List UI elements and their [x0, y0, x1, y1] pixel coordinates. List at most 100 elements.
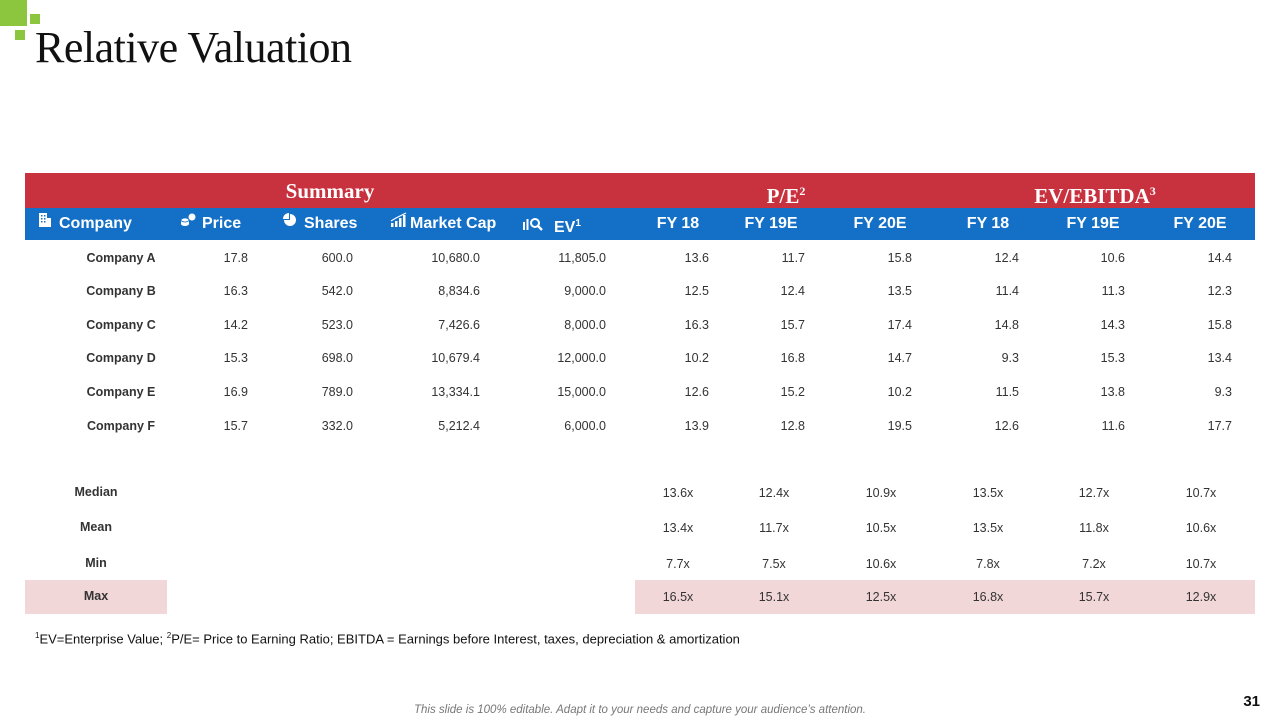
- cell-ev-ebitda-fy19e: 11.3: [1101, 284, 1125, 298]
- cell-ev: 11,805.0: [558, 251, 606, 265]
- cell-price: 16.3: [223, 284, 248, 298]
- table-row: Company B 16.3 542.0 8,834.6 9,000.0 12.5 12.4…: [25, 275, 1255, 308]
- stat-value: 11.8x: [1079, 521, 1109, 535]
- cell-pe-fy18: 12.5: [684, 284, 709, 298]
- cell-pe-fy20e: 17.4: [887, 318, 912, 332]
- cell-pe-fy20e: 19.5: [887, 419, 912, 433]
- corner-decoration: [30, 14, 40, 24]
- corner-decoration: [15, 30, 25, 40]
- group-header-pe: P/E2: [766, 184, 806, 208]
- stat-value: 7.8x: [976, 557, 1000, 571]
- cell-pe-fy20e: 15.8: [887, 251, 912, 265]
- stat-value: 10.7x: [1185, 557, 1217, 571]
- footnote: 1EV=Enterprise Value; 2P/E= Price to Ear…: [35, 631, 740, 647]
- page-title: Relative Valuation: [35, 23, 352, 72]
- cell-ev: 8,000.0: [564, 318, 606, 332]
- stat-value: 13.5x: [972, 486, 1004, 500]
- cell-pe-fy20e: 14.7: [887, 351, 912, 365]
- stat-value: 12.9x: [1185, 590, 1217, 604]
- max-row-highlight: [635, 580, 1255, 614]
- col-header-ev: EV1: [522, 208, 581, 244]
- cell-shares: 332.0: [321, 419, 353, 433]
- cell-ev-ebitda-fy19e: 11.6: [1101, 419, 1125, 433]
- coins-icon: [180, 208, 196, 240]
- stat-value: 7.5x: [762, 557, 786, 571]
- cell-ev: 6,000.0: [564, 419, 606, 433]
- cell-ev-ebitda-fy19e: 14.3: [1100, 318, 1125, 332]
- cell-pe-fy18: 13.9: [684, 419, 709, 433]
- cell-price: 14.2: [223, 318, 248, 332]
- cell-ev-ebitda-fy20e: 14.4: [1207, 251, 1232, 265]
- cell-shares: 789.0: [321, 385, 353, 399]
- cell-ev: 9,000.0: [564, 284, 606, 298]
- stat-value: 10.5x: [865, 521, 897, 535]
- cell-ev: 12,000.0: [557, 351, 606, 365]
- cell-pe-fy19e: 15.7: [780, 318, 805, 332]
- table-row: Company A 17.8 600.0 10,680.0 11,805.0 13.6 11…: [25, 242, 1255, 275]
- cell-shares: 523.0: [321, 318, 353, 332]
- col-header-pe-fy20e: FY 20E: [853, 215, 907, 232]
- cell-pe-fy18: 16.3: [684, 318, 709, 332]
- cell-ev-ebitda-fy19e: 10.6: [1100, 251, 1125, 265]
- stat-value: 16.8x: [972, 590, 1004, 604]
- cell-market-cap: 10,680.0: [431, 251, 480, 265]
- cell-ev-ebitda-fy20e: 12.3: [1207, 284, 1232, 298]
- cell-pe-fy19e: 15.2: [780, 385, 805, 399]
- cell-price: 15.7: [223, 419, 248, 433]
- cell-pe-fy20e: 10.2: [887, 385, 912, 399]
- stat-label-max: Max: [83, 589, 109, 603]
- table-row: Company D 15.3 698.0 10,679.4 12,000.0 10.2 16…: [25, 342, 1255, 375]
- cell-market-cap: 5,212.4: [438, 419, 480, 433]
- table-row: Company F 15.7 332.0 5,212.4 6,000.0 13.9 12.8…: [25, 410, 1255, 443]
- stat-value: 13.4x: [662, 521, 694, 535]
- corner-decoration: [0, 0, 27, 26]
- cell-pe-fy19e: 11.7: [781, 251, 805, 265]
- cell-ev-ebitda-fy18: 9.3: [1001, 351, 1019, 365]
- stat-value: 15.7x: [1078, 590, 1110, 604]
- stat-value: 12.4x: [758, 486, 790, 500]
- stat-value: 7.7x: [666, 557, 690, 571]
- growth-chart-icon: [390, 208, 408, 240]
- cell-company: Company D: [86, 351, 156, 365]
- page-number: 31: [1243, 693, 1260, 710]
- cell-ev-ebitda-fy18: 12.6: [994, 419, 1019, 433]
- col-header-ev-fy18: FY 18: [966, 215, 1010, 232]
- pie-chart-icon: [282, 208, 298, 240]
- cell-market-cap: 8,834.6: [438, 284, 480, 298]
- cell-market-cap: 7,426.6: [438, 318, 480, 332]
- cell-ev-ebitda-fy18: 11.5: [995, 385, 1019, 399]
- stat-value: 11.7x: [759, 521, 789, 535]
- cell-pe-fy18: 13.6: [684, 251, 709, 265]
- cell-ev-ebitda-fy20e: 13.4: [1207, 351, 1232, 365]
- stat-value: 12.5x: [865, 590, 897, 604]
- stat-label-min: Min: [85, 556, 107, 570]
- table-row: Company C 14.2 523.0 7,426.6 8,000.0 16.3 15.7…: [25, 309, 1255, 342]
- cell-company: Company B: [86, 284, 156, 298]
- stat-value: 15.1x: [758, 590, 790, 604]
- cell-ev-ebitda-fy20e: 17.7: [1207, 419, 1232, 433]
- cell-pe-fy19e: 12.8: [780, 419, 805, 433]
- cell-shares: 600.0: [321, 251, 353, 265]
- group-header-summary: Summary: [285, 179, 375, 203]
- col-header-pe-fy18: FY 18: [656, 215, 700, 232]
- stat-label-median: Median: [74, 485, 118, 499]
- cell-ev-ebitda-fy18: 14.8: [994, 318, 1019, 332]
- col-header-market-cap: Market Cap: [390, 208, 496, 240]
- cell-price: 17.8: [223, 251, 248, 265]
- cell-ev-ebitda-fy18: 12.4: [994, 251, 1019, 265]
- col-header-shares: Shares: [282, 208, 357, 240]
- cell-ev: 15,000.0: [557, 385, 606, 399]
- col-header-company: Company: [37, 208, 132, 240]
- stat-value: 10.6x: [865, 557, 897, 571]
- cell-ev-ebitda-fy18: 11.4: [995, 284, 1019, 298]
- group-header-ev-ebitda: EV/EBITDA3: [1034, 184, 1156, 208]
- max-row-highlight: [25, 580, 167, 614]
- cell-company: Company A: [86, 251, 156, 265]
- bar-search-icon: [522, 212, 544, 244]
- col-header-pe-fy19e: FY 19E: [744, 215, 798, 232]
- col-header-ev-fy19e: FY 19E: [1066, 215, 1120, 232]
- stat-label-mean: Mean: [80, 520, 112, 534]
- stat-value: 12.7x: [1078, 486, 1110, 500]
- cell-ev-ebitda-fy19e: 13.8: [1100, 385, 1125, 399]
- stat-value: 16.5x: [662, 590, 694, 604]
